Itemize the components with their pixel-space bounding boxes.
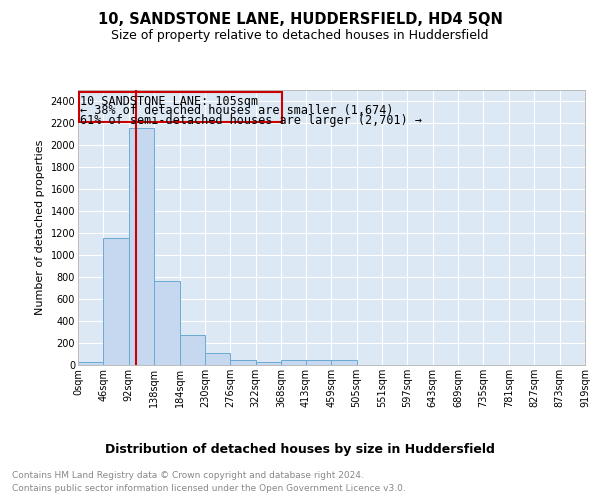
Bar	[78, 362, 103, 365]
Bar	[331, 360, 356, 365]
Y-axis label: Number of detached properties: Number of detached properties	[35, 140, 45, 315]
Text: Contains HM Land Registry data © Crown copyright and database right 2024.: Contains HM Land Registry data © Crown c…	[12, 471, 364, 480]
Bar	[103, 238, 129, 365]
Text: Distribution of detached houses by size in Huddersfield: Distribution of detached houses by size …	[105, 442, 495, 456]
Text: 10, SANDSTONE LANE, HUDDERSFIELD, HD4 5QN: 10, SANDSTONE LANE, HUDDERSFIELD, HD4 5Q…	[98, 12, 502, 28]
Text: 10 SANDSTONE LANE: 105sqm: 10 SANDSTONE LANE: 105sqm	[80, 95, 259, 108]
Bar	[256, 362, 281, 365]
Bar	[129, 128, 154, 365]
Text: ← 38% of detached houses are smaller (1,674): ← 38% of detached houses are smaller (1,…	[80, 104, 394, 118]
Bar	[79, 92, 282, 122]
Text: 61% of semi-detached houses are larger (2,701) →: 61% of semi-detached houses are larger (…	[80, 114, 422, 126]
Bar	[179, 336, 205, 365]
Bar	[230, 360, 256, 365]
Text: Size of property relative to detached houses in Huddersfield: Size of property relative to detached ho…	[111, 28, 489, 42]
Bar	[281, 360, 307, 365]
Text: Contains public sector information licensed under the Open Government Licence v3: Contains public sector information licen…	[12, 484, 406, 493]
Bar	[306, 360, 331, 365]
Bar	[154, 282, 179, 365]
Bar	[205, 353, 230, 365]
